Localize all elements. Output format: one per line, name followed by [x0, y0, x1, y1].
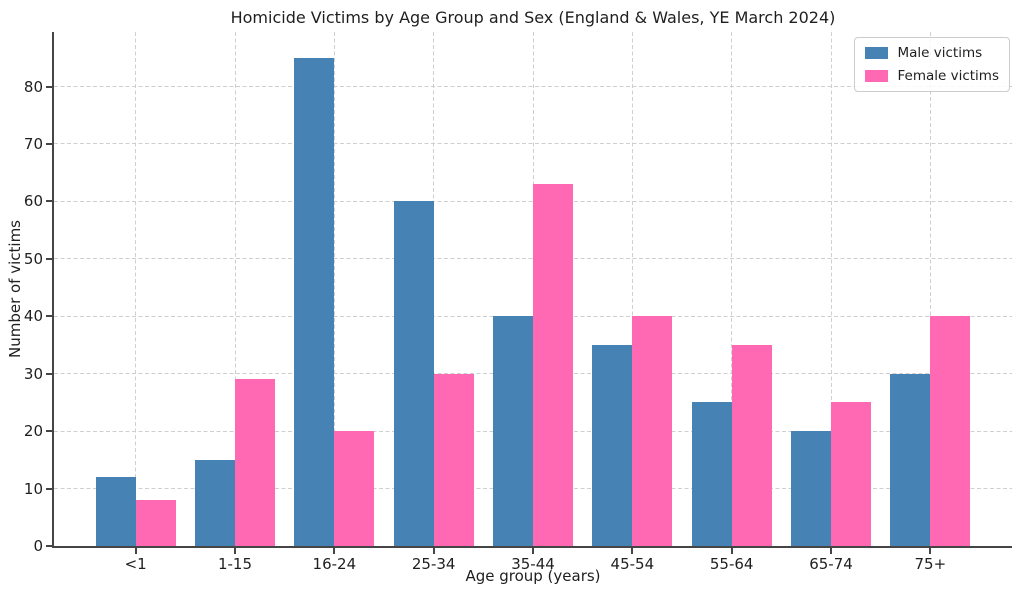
y-tick-label: 50 [23, 249, 43, 268]
x-axis-label: Age group (years) [465, 567, 601, 585]
legend-label: Male victims [897, 45, 983, 61]
y-tick [46, 430, 52, 433]
legend-swatch-female [864, 70, 888, 82]
x-tick [631, 548, 634, 554]
x-tick-label: 35-44 [511, 555, 555, 573]
x-tick [730, 548, 733, 554]
x-tick-label: 45-54 [610, 555, 655, 573]
y-tick [46, 545, 52, 547]
bar-female-45-54 [632, 316, 673, 546]
v-gridline [929, 32, 931, 546]
x-tick [234, 548, 236, 554]
y-tick-label: 70 [23, 134, 43, 153]
v-gridline [135, 32, 137, 546]
bar-female-55-64 [731, 345, 772, 546]
y-tick-label: 10 [23, 479, 43, 498]
x-tick [929, 548, 932, 554]
legend-items: Male victims Female victims [864, 45, 1000, 84]
bar-female-65-74 [831, 402, 871, 546]
x-tick [134, 548, 137, 554]
bar-male-<1 [95, 477, 136, 546]
x-tick-label: 16-24 [312, 555, 357, 573]
v-gridline [333, 32, 335, 546]
v-gridline [234, 32, 236, 546]
y-tick-label: 0 [33, 537, 43, 555]
y-tick [46, 487, 52, 490]
legend-item-male: Male victims [864, 45, 1000, 61]
bar-female-25-34 [433, 373, 474, 546]
bar-male-55-64 [691, 402, 732, 546]
v-gridline [731, 32, 733, 546]
x-tick [830, 548, 832, 554]
bar-male-35-44 [493, 316, 533, 546]
y-axis-label: Number of victims [6, 219, 24, 359]
x-tick-label: 65-74 [809, 555, 853, 573]
y-tick-label: 80 [23, 77, 43, 96]
v-gridline [631, 32, 633, 546]
bar-female-75+ [930, 316, 971, 546]
y-tick [46, 200, 52, 203]
chart-title: Homicide Victims by Age Group and Sex (E… [230, 8, 836, 27]
y-tick-label: 40 [23, 307, 43, 326]
legend-item-female: Female victims [864, 68, 1000, 84]
x-tick [432, 548, 435, 554]
bar-female-1-15 [235, 379, 275, 546]
y-tick-label: 60 [23, 192, 43, 211]
y-tick [46, 142, 52, 145]
y-tick [46, 372, 52, 375]
bar-female-35-44 [533, 184, 573, 546]
y-axis-spine [52, 32, 54, 548]
bar-male-45-54 [592, 345, 633, 546]
bar-female-<1 [135, 500, 176, 546]
bar-male-1-15 [195, 459, 235, 546]
y-tick [46, 85, 52, 88]
x-tick-label: 75+ [914, 555, 947, 573]
x-tick-label: 25-34 [411, 555, 456, 573]
bar-male-25-34 [393, 201, 434, 546]
y-tick-label: 20 [23, 422, 43, 441]
y-tick [46, 315, 52, 318]
v-gridline [433, 32, 435, 546]
x-tick [333, 548, 336, 554]
legend-swatch-male [864, 47, 888, 59]
x-tick-label: <1 [124, 555, 147, 573]
x-tick [532, 548, 534, 554]
y-tick [46, 257, 52, 260]
y-tick-label: 30 [23, 364, 43, 383]
bar-male-75+ [890, 373, 931, 546]
v-gridline [830, 32, 832, 546]
legend: Male victims Female victims [853, 37, 1010, 92]
bar-male-16-24 [294, 57, 335, 546]
plot-area: 0 10 20 30 40 50 60 70 80 <1 1-15 16-24 25-34 35-44 4… [24, 32, 1012, 573]
x-tick-label: 1-15 [217, 555, 253, 573]
bar-male-65-74 [791, 431, 831, 546]
bar-female-16-24 [334, 431, 375, 546]
x-axis-spine [52, 546, 1012, 548]
legend-label: Female victims [897, 68, 1000, 84]
x-tick-label: 55-64 [709, 555, 754, 573]
